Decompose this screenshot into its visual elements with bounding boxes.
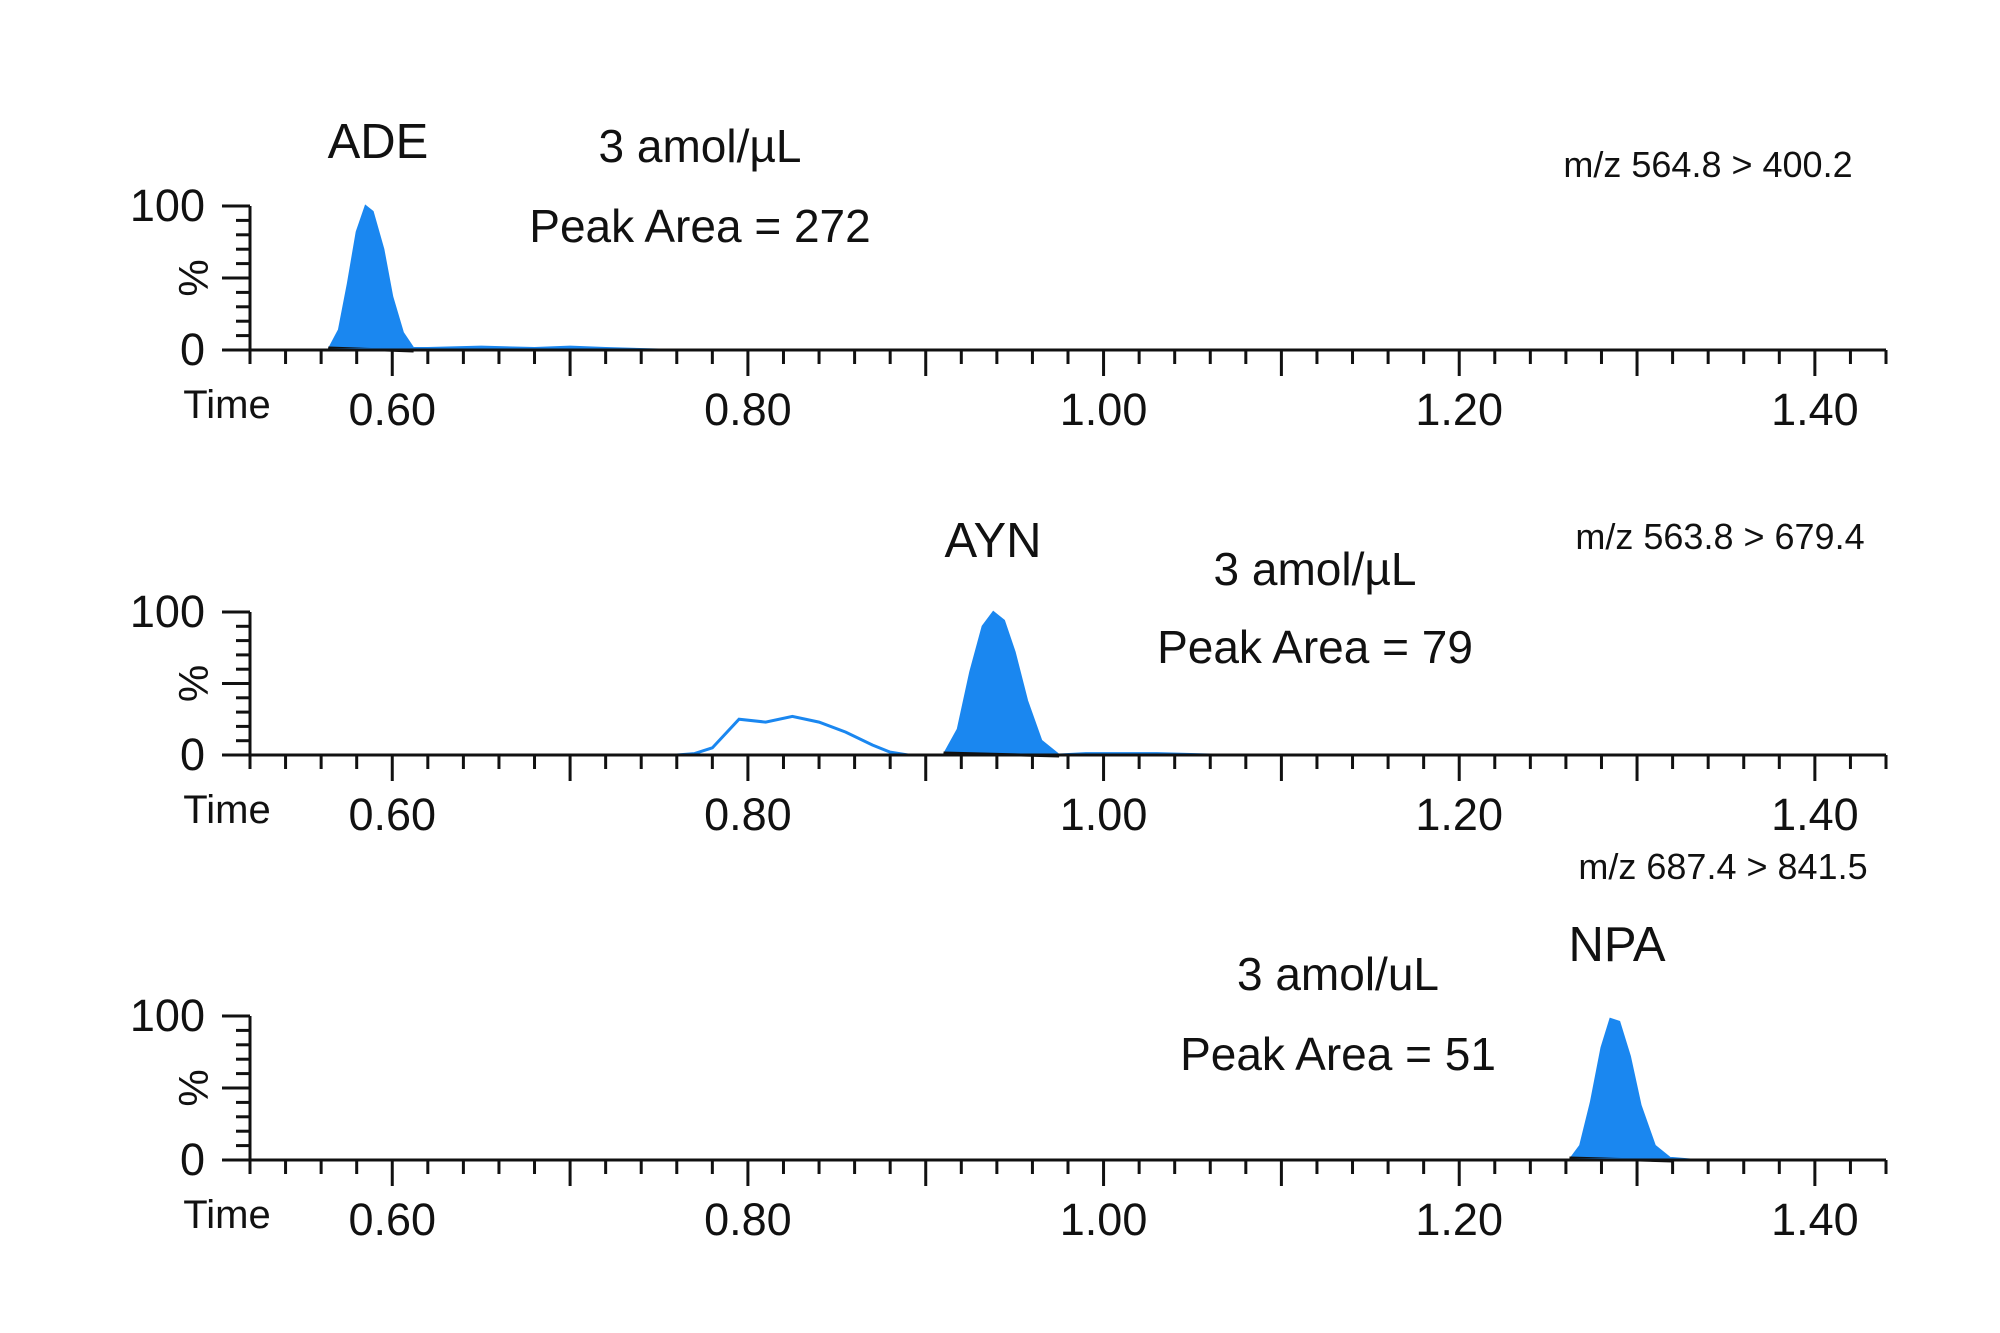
y-tick-label: 100 xyxy=(130,990,205,1041)
peak-label: ADE xyxy=(328,115,429,169)
peak-area-label: Peak Area = 51 xyxy=(1180,1028,1496,1080)
transition-label: m/z 563.8 > 679.4 xyxy=(1575,516,1864,557)
y-tick-label: 0 xyxy=(180,729,205,780)
chromatogram-panel: 0.60 0.80 1.00 1.20 1.40 Time 100 0% NPA 3 amol/u… xyxy=(130,846,1888,1245)
x-tick-label: 1.00 xyxy=(1060,789,1148,840)
x-tick-label: 0.60 xyxy=(348,384,436,435)
x-tick-label: 1.00 xyxy=(1060,1194,1148,1245)
x-tick-label: 0.80 xyxy=(704,789,792,840)
x-tick-label: 1.00 xyxy=(1060,384,1148,435)
x-tick-label: 0.80 xyxy=(704,1194,792,1245)
y-tick-label: 100 xyxy=(130,586,205,637)
x-axis-label: Time xyxy=(183,1193,270,1237)
integrated-peak-area xyxy=(941,610,1062,756)
peak-label: AYN xyxy=(944,514,1041,568)
peak-area-label: Peak Area = 79 xyxy=(1157,621,1473,673)
x-tick-label: 1.20 xyxy=(1415,789,1503,840)
y-axis-label: % xyxy=(170,1069,217,1106)
x-tick-label: 1.40 xyxy=(1771,384,1859,435)
transition-label: m/z 687.4 > 841.5 xyxy=(1578,846,1867,887)
y-tick-label: 100 xyxy=(130,180,205,231)
y-axis-label: % xyxy=(170,665,217,702)
x-tick-label: 1.20 xyxy=(1415,1194,1503,1245)
x-tick-label: 1.40 xyxy=(1771,789,1859,840)
chromatogram-panel: 0.60 0.80 1.00 1.20 1.40 Time 100 0% AYN 3 amol/µ… xyxy=(130,514,1888,840)
concentration-label: 3 amol/µL xyxy=(599,120,802,172)
chromatogram-panel: 0.60 0.80 1.00 1.20 1.40 Time 100 0% ADE 3 amol/µ… xyxy=(130,115,1888,435)
y-axis-label: % xyxy=(170,259,217,296)
peak-area-label: Peak Area = 272 xyxy=(529,200,870,252)
concentration-label: 3 amol/µL xyxy=(1214,543,1417,595)
x-axis-label: Time xyxy=(183,788,270,832)
x-tick-label: 0.60 xyxy=(348,1194,436,1245)
x-tick-label: 0.60 xyxy=(348,789,436,840)
integrated-peak-area xyxy=(326,204,415,351)
integrated-peak-area xyxy=(1567,1017,1676,1161)
x-tick-label: 0.80 xyxy=(704,384,792,435)
concentration-label: 3 amol/uL xyxy=(1237,948,1439,1000)
transition-label: m/z 564.8 > 400.2 xyxy=(1563,144,1852,185)
y-tick-label: 0 xyxy=(180,324,205,375)
x-axis-label: Time xyxy=(183,383,270,427)
x-tick-label: 1.20 xyxy=(1415,384,1503,435)
x-tick-label: 1.40 xyxy=(1771,1194,1859,1245)
peak-label: NPA xyxy=(1568,918,1665,972)
y-tick-label: 0 xyxy=(180,1134,205,1185)
